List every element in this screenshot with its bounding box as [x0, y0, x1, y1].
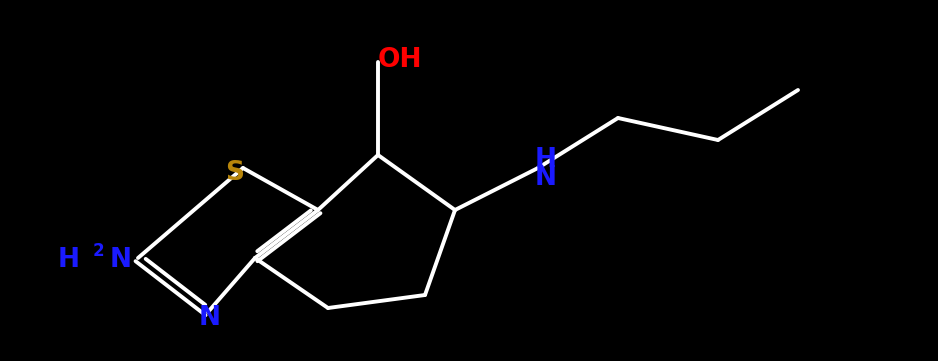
Text: S: S: [225, 160, 245, 186]
Text: N: N: [199, 305, 221, 331]
Text: H: H: [535, 147, 557, 173]
Text: N: N: [535, 165, 557, 191]
Text: 2: 2: [92, 242, 104, 260]
Text: OH: OH: [378, 47, 422, 73]
Text: N: N: [110, 247, 132, 273]
Text: H: H: [58, 247, 80, 273]
